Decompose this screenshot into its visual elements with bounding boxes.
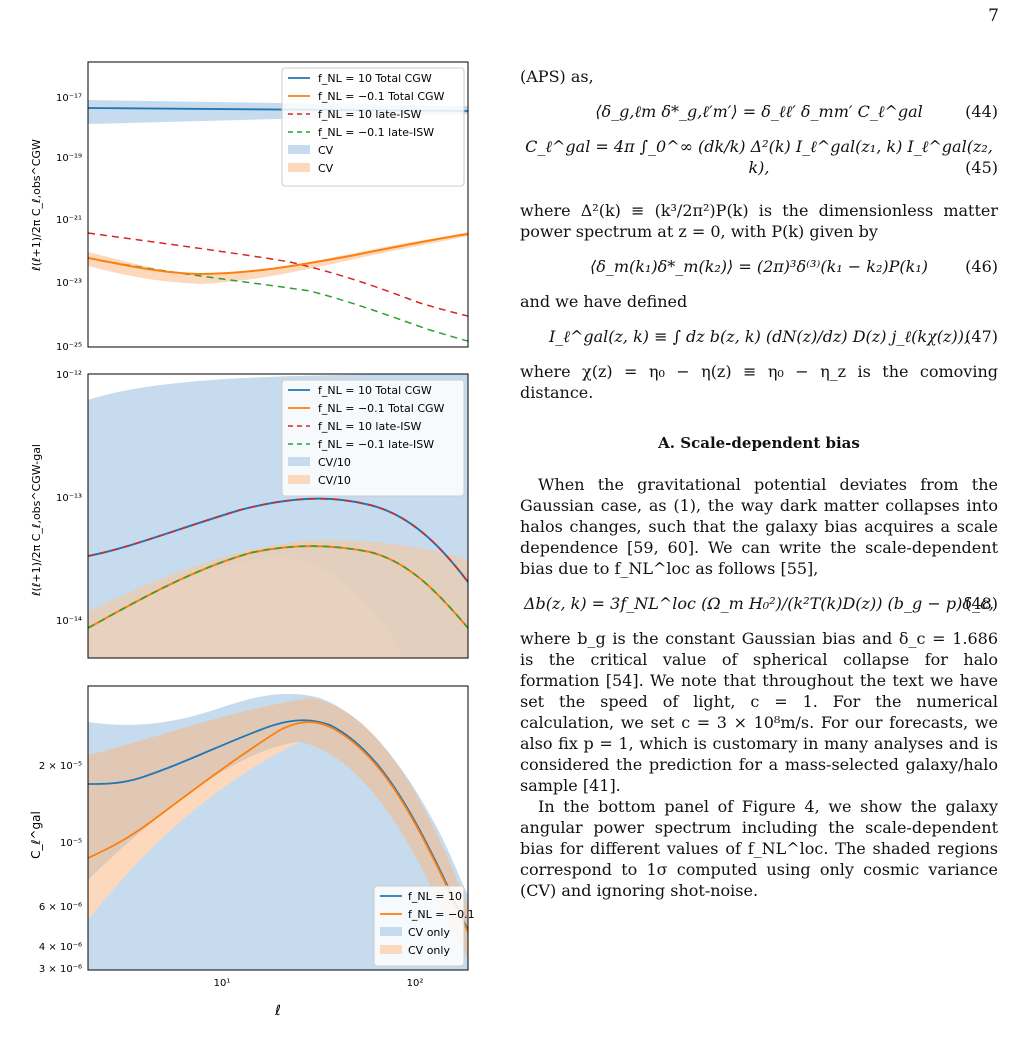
equation-48: Δb(z, k) = 3f_NL^loc (Ω_m H₀²)/(k²T(k)D(…: [523, 594, 998, 613]
equation-46: ⟨δ_m(k₁)δ*_m(k₂)⟩ = (2π)³δ⁽³⁾(k₁ − k₂)P(…: [590, 257, 998, 276]
equation-45: C_ℓ^gal = 4π ∫_0^∞ (dk/k) Δ²(k) I_ℓ^gal(…: [525, 137, 998, 177]
panel-bottom: 2 × 10⁻⁵ 10⁻⁵ 6 × 10⁻⁶ 4 × 10⁻⁶ 3 × 10⁻⁶…: [29, 685, 475, 1019]
legend-entry: CV: [318, 162, 334, 175]
paragraph: In the bottom panel of Figure 4, we show…: [520, 797, 998, 900]
ytick: 10⁻¹⁴: [56, 616, 82, 627]
legend-entry: f_NL = −0.1 late-ISW: [318, 126, 434, 139]
ytick: 10⁻¹⁷: [56, 93, 82, 104]
line-fnlm01: [88, 721, 468, 933]
ytick: 10⁻²³: [56, 278, 82, 289]
ytick: 3 × 10⁻⁶: [39, 964, 82, 975]
legend-entry: f_NL = 10 Total CGW: [318, 384, 432, 397]
panel-middle: 10⁻¹² 10⁻¹³ 10⁻¹⁴ ℓ(ℓ+1)/2π C_ℓ,obs^CGW-…: [30, 370, 469, 659]
ytick: 2 × 10⁻⁵: [39, 761, 82, 772]
xtick: 10¹: [214, 978, 231, 989]
paragraph: When the gravitational potential deviate…: [520, 475, 998, 578]
legend-entry: CV only: [408, 926, 450, 939]
ytick: 4 × 10⁻⁶: [39, 942, 82, 953]
section-heading: A. Scale-dependent bias: [658, 434, 860, 452]
cv-band-orange: [88, 232, 468, 284]
page-number: 7: [988, 6, 999, 26]
ytick: 10⁻¹³: [56, 493, 82, 504]
legend-entry: f_NL = 10 Total CGW: [318, 72, 432, 85]
legend-entry: f_NL = 10 late-ISW: [318, 108, 422, 121]
xlabel: ℓ: [274, 1003, 281, 1019]
legend-entry: f_NL = −0.1 late-ISW: [318, 438, 434, 451]
ytick: 10⁻⁵: [60, 838, 82, 849]
legend-top: f_NL = 10 Total CGW f_NL = −0.1 Total CG…: [281, 67, 465, 187]
aps-line: (APS) as,: [520, 67, 594, 86]
paragraph: where b_g is the constant Gaussian bias …: [520, 629, 998, 795]
equation-47: I_ℓ^gal(z, k) ≡ ∫ dz b(z, k) (dN(z)/dz) …: [548, 327, 998, 346]
ytick: 10⁻²⁵: [56, 342, 82, 353]
legend-entry: f_NL = 10: [408, 890, 462, 903]
legend-entry: CV/10: [318, 456, 351, 469]
figure-4: 10⁻¹⁷ 10⁻¹⁹ 10⁻²¹ 10⁻²³ 10⁻²⁵ ℓ(ℓ+1)/2π …: [29, 61, 475, 1019]
legend-entry: CV only: [408, 944, 450, 957]
legend-entry: CV: [318, 144, 334, 157]
legend-entry: f_NL = −0.1 Total CGW: [318, 90, 445, 103]
legend-entry: CV/10: [318, 474, 351, 487]
ytick: 6 × 10⁻⁶: [39, 902, 82, 913]
legend-entry: f_NL = 10 late-ISW: [318, 420, 422, 433]
ytick: 10⁻¹⁹: [56, 153, 82, 164]
equation-44: ⟨δ_g,ℓm δ*_g,ℓ′m′⟩ = δ_ℓℓ′ δ_mm′ C_ℓ^gal…: [595, 102, 998, 121]
ytick: 10⁻²¹: [56, 215, 82, 226]
paragraph: where χ(z) = η₀ − η(z) ≡ η₀ − η_z is the…: [520, 362, 998, 402]
legend-middle: f_NL = 10 Total CGW f_NL = −0.1 Total CG…: [281, 379, 465, 497]
legend-bottom: f_NL = 10 f_NL = −0.1 CV only CV only: [373, 885, 475, 967]
xtick: 10²: [407, 978, 424, 989]
paragraph: and we have defined: [520, 292, 688, 311]
panel-top: 10⁻¹⁷ 10⁻¹⁹ 10⁻²¹ 10⁻²³ 10⁻²⁵ ℓ(ℓ+1)/2π …: [30, 61, 469, 353]
text-column: (APS) as, ⟨δ_g,ℓm δ*_g,ℓ′m′⟩ = δ_ℓℓ′ δ_m…: [520, 66, 998, 901]
legend-entry: f_NL = −0.1: [408, 908, 475, 921]
paragraph: where Δ²(k) ≡ (k³/2π²)P(k) is the dimens…: [520, 201, 998, 241]
ylabel-middle: ℓ(ℓ+1)/2π C_ℓ,obs^CGW-gal: [30, 444, 43, 597]
ylabel-bottom: C_ℓ^gal: [29, 811, 43, 859]
ytick: 10⁻¹²: [56, 370, 82, 381]
cv-band-orange: [88, 698, 468, 958]
ylabel-top: ℓ(ℓ+1)/2π C_ℓ,obs^CGW: [30, 139, 43, 272]
cv-band-orange: [88, 539, 468, 658]
line-fnlm01-total: [88, 233, 468, 276]
legend-entry: f_NL = −0.1 Total CGW: [318, 402, 445, 415]
